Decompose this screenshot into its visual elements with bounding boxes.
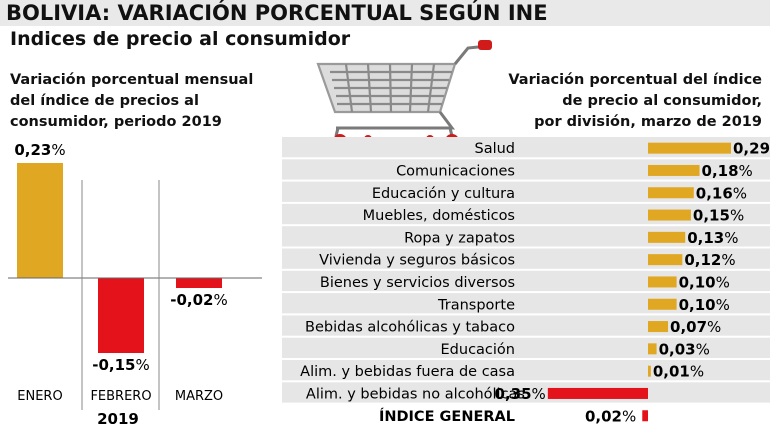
left-chart-title-line-2: del índice de precios al (10, 93, 199, 109)
bar-vivienda-y-seguros-básicos (648, 254, 683, 266)
category-label-alim-y-bebidas-no-alcohólicas: Alim. y bebidas no alcohólicas (306, 386, 525, 402)
data-label-educación: 0,03% (659, 340, 710, 358)
category-label-muebles-domésticos: Muebles, domésticos (363, 208, 515, 224)
bar-bienes-y-servicios-diversos (648, 276, 677, 288)
data-label-ropa-y-zapatos: 0,13% (687, 229, 738, 247)
data-label-bienes-y-servicios-diversos: 0,10% (679, 273, 730, 291)
data-label-educación-y-cultura: 0,16% (696, 184, 747, 202)
bar-alim-y-bebidas-fuera-de-casa (648, 365, 651, 377)
data-label-comunicaciones: 0,18% (702, 162, 753, 180)
category-label-salud: Salud (474, 141, 515, 157)
page-subtitle: Indices de precio al consumidor (10, 28, 351, 50)
category-label-transporte: Transporte (437, 297, 515, 313)
category-label-bienes-y-servicios-diversos: Bienes y servicios diversos (320, 275, 515, 291)
data-label-vivienda-y-seguros-básicos: 0,12% (684, 251, 735, 269)
left-chart-title-line-1: Variación porcentual mensual (10, 72, 254, 88)
category-label-bebidas-alcohólicas-y-tabaco: Bebidas alcohólicas y tabaco (305, 320, 515, 336)
data-label-alim-y-bebidas-fuera-de-casa: 0,01% (653, 363, 704, 381)
x-axis-label: 2019 (97, 410, 139, 428)
category-label-vivienda-y-seguros-básicos: Vivienda y seguros básicos (319, 253, 515, 269)
data-label-salud: 0,29% (733, 140, 770, 158)
right-chart-title-line-2: de precio al consumidor, (562, 93, 762, 109)
category-label-educación-y-cultura: Educación y cultura (372, 186, 515, 202)
left-chart-title-line-3: consumidor, periodo 2019 (10, 114, 222, 130)
category-label-comunicaciones: Comunicaciones (396, 163, 515, 179)
bar-enero (17, 163, 63, 278)
data-label-transporte: 0,10% (679, 296, 730, 314)
category-label-índice-general: ÍNDICE GENERAL (379, 408, 515, 425)
tick-label-enero: ENERO (17, 389, 62, 404)
bar-comunicaciones (648, 164, 700, 176)
bar-marzo (176, 278, 222, 288)
bar-educación-y-cultura (648, 187, 694, 199)
bar-índice-general (642, 410, 648, 422)
bar-ropa-y-zapatos (648, 231, 686, 243)
category-label-ropa-y-zapatos: Ropa y zapatos (404, 230, 515, 246)
bar-educación (648, 343, 657, 355)
category-label-educación: Educación (441, 342, 515, 358)
bar-febrero (98, 278, 144, 353)
right-chart-title-line-3: por división, marzo de 2019 (534, 114, 762, 130)
tick-label-febrero: FEBRERO (90, 389, 151, 404)
right-chart-title-line-1: Variación porcentual del índice (508, 72, 762, 88)
data-label-marzo: -0,02% (170, 291, 228, 309)
bar-alim-y-bebidas-no-alcohólicas (547, 387, 648, 399)
bar-muebles-domésticos (648, 209, 691, 221)
monthly-variation-chart: 0,23% ENERO -0,15% FEBRERO -0,02% MARZO 2019 (8, 141, 262, 428)
data-label-índice-general: 0,02% (585, 407, 636, 425)
data-label-bebidas-alcohólicas-y-tabaco: 0,07% (670, 318, 721, 336)
data-label-muebles-domésticos: 0,15% (693, 207, 744, 225)
data-label-febrero: -0,15% (92, 356, 150, 374)
bar-transporte (648, 298, 677, 310)
bar-salud (648, 142, 731, 154)
bar-bebidas-alcohólicas-y-tabaco (648, 321, 669, 333)
page-title: BOLIVIA: VARIACIÓN PORCENTUAL SEGÚN INE (0, 0, 770, 26)
data-label-enero: 0,23% (14, 141, 65, 159)
tick-label-marzo: MARZO (175, 389, 223, 404)
data-label-alim-y-bebidas-no-alcohólicas: 0,35% (495, 385, 546, 403)
category-label-alim-y-bebidas-fuera-de-casa: Alim. y bebidas fuera de casa (300, 364, 515, 380)
